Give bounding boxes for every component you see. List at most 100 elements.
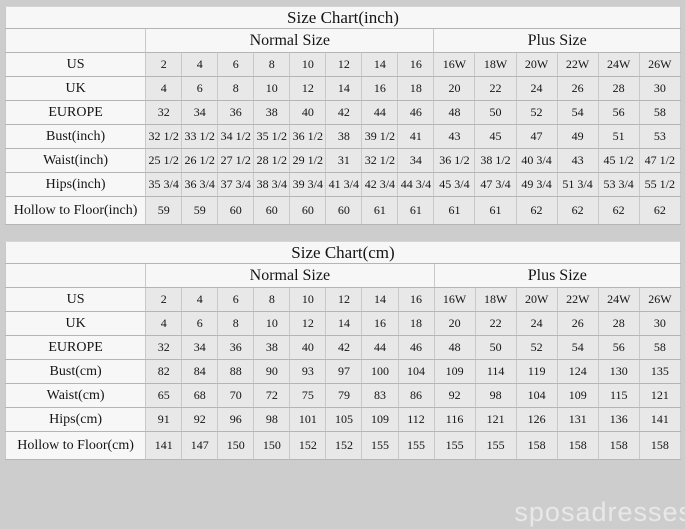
size-value-cell: 34 bbox=[181, 335, 219, 360]
size-value-cell: 116 bbox=[433, 407, 476, 432]
size-value-cell: 42 bbox=[325, 335, 363, 360]
size-value-cell: 56 bbox=[597, 100, 640, 125]
size-value-cell: 18 bbox=[397, 76, 435, 101]
size-value-cell: 44 bbox=[361, 100, 399, 125]
size-value-cell: 61 bbox=[433, 196, 476, 225]
size-row: Hollow to Floor(cm) 141 147 150 150 152 152 155… bbox=[4, 431, 682, 460]
row-label: UK bbox=[4, 76, 147, 101]
size-value-cell: 105 bbox=[325, 407, 363, 432]
size-row: EUROPE 32 34 36 38 40 42 44 46 48 50 52 54 56 58 bbox=[4, 335, 682, 360]
row-label: Hollow to Floor(cm) bbox=[4, 431, 147, 460]
size-value-cell: 8 bbox=[217, 76, 255, 101]
size-value-cell: 16W bbox=[433, 287, 476, 312]
size-value-cell: 36 bbox=[217, 335, 255, 360]
size-value-cell: 158 bbox=[597, 431, 640, 460]
size-value-cell: 152 bbox=[325, 431, 363, 460]
size-value-cell: 20 bbox=[433, 76, 476, 101]
size-value-cell: 131 bbox=[556, 407, 599, 432]
size-value-cell: 34 1/2 bbox=[217, 124, 255, 149]
size-value-cell: 35 1/2 bbox=[253, 124, 291, 149]
table-title-row: Size Chart(inch) bbox=[5, 6, 681, 29]
size-value-cell: 36 1/2 bbox=[289, 124, 327, 149]
size-value-cell: 38 bbox=[253, 335, 291, 360]
size-value-cell: 29 1/2 bbox=[289, 148, 327, 173]
row-label: EUROPE bbox=[4, 100, 147, 125]
size-value-cell: 88 bbox=[217, 359, 255, 384]
size-value-cell: 20W bbox=[515, 52, 558, 77]
size-value-cell: 10 bbox=[289, 52, 327, 77]
size-row: Bust(cm) 82 84 88 90 93 97 100 104 109 114 119 124 13… bbox=[4, 359, 682, 384]
size-value-cell: 38 bbox=[325, 124, 363, 149]
size-row: Hips(inch) 35 3/4 36 3/4 37 3/4 38 3/4 39 3/4… bbox=[4, 172, 682, 197]
size-value-cell: 14 bbox=[361, 287, 399, 312]
size-value-cell: 6 bbox=[181, 311, 219, 336]
size-value-cell: 98 bbox=[474, 383, 517, 408]
row-label: Bust(cm) bbox=[4, 359, 147, 384]
size-value-cell: 100 bbox=[361, 359, 399, 384]
row-label: Hips(inch) bbox=[4, 172, 147, 197]
size-value-cell: 46 bbox=[397, 100, 435, 125]
size-value-cell: 18W bbox=[474, 287, 517, 312]
size-value-cell: 115 bbox=[597, 383, 640, 408]
size-value-cell: 2 bbox=[145, 52, 183, 77]
size-value-cell: 37 3/4 bbox=[217, 172, 255, 197]
size-value-cell: 51 3/4 bbox=[556, 172, 599, 197]
size-value-cell: 62 bbox=[597, 196, 640, 225]
size-chart-cm-block: Size Chart(cm) Normal Size Plus Size US 2… bbox=[4, 241, 682, 460]
size-value-cell: 16 bbox=[397, 287, 435, 312]
size-value-cell: 16 bbox=[361, 311, 399, 336]
size-value-cell: 18 bbox=[397, 311, 435, 336]
row-label: EUROPE bbox=[4, 335, 147, 360]
row-label: Bust(inch) bbox=[4, 124, 147, 149]
size-value-cell: 28 1/2 bbox=[253, 148, 291, 173]
size-value-cell: 33 1/2 bbox=[181, 124, 219, 149]
size-value-cell: 79 bbox=[325, 383, 363, 408]
size-value-cell: 97 bbox=[325, 359, 363, 384]
size-value-cell: 45 1/2 bbox=[597, 148, 640, 173]
size-value-cell: 90 bbox=[253, 359, 291, 384]
size-value-cell: 52 bbox=[515, 335, 558, 360]
size-value-cell: 38 1/2 bbox=[474, 148, 517, 173]
size-value-cell: 20 bbox=[433, 311, 476, 336]
normal-size-header: Normal Size bbox=[145, 28, 435, 53]
size-value-cell: 109 bbox=[433, 359, 476, 384]
size-value-cell: 6 bbox=[217, 52, 255, 77]
size-value-cell: 135 bbox=[638, 359, 682, 384]
size-value-cell: 24 bbox=[515, 76, 558, 101]
size-value-cell: 141 bbox=[145, 431, 183, 460]
size-value-cell: 18W bbox=[474, 52, 517, 77]
size-value-cell: 36 bbox=[217, 100, 255, 125]
size-value-cell: 86 bbox=[397, 383, 435, 408]
table-title-inch: Size Chart(inch) bbox=[5, 6, 681, 29]
size-value-cell: 47 3/4 bbox=[474, 172, 517, 197]
size-value-cell: 96 bbox=[217, 407, 255, 432]
size-value-cell: 32 1/2 bbox=[145, 124, 183, 149]
size-value-cell: 25 1/2 bbox=[145, 148, 183, 173]
size-table-cm-body: US 2 4 6 8 10 12 14 16 16W 18W 20W 22W 24W 26W UK 4 6 8 10 1… bbox=[4, 287, 682, 460]
size-value-cell: 72 bbox=[253, 383, 291, 408]
size-value-cell: 43 bbox=[433, 124, 476, 149]
size-value-cell: 28 bbox=[597, 76, 640, 101]
size-value-cell: 124 bbox=[556, 359, 599, 384]
size-value-cell: 2 bbox=[145, 287, 183, 312]
size-value-cell: 16W bbox=[433, 52, 476, 77]
size-value-cell: 10 bbox=[289, 287, 327, 312]
size-value-cell: 150 bbox=[217, 431, 255, 460]
size-row: Hips(cm) 91 92 96 98 101 105 109 112 116 121 126 131… bbox=[4, 407, 682, 432]
normal-size-header: Normal Size bbox=[145, 263, 435, 288]
size-value-cell: 121 bbox=[474, 407, 517, 432]
size-value-cell: 32 bbox=[145, 335, 183, 360]
size-value-cell: 62 bbox=[638, 196, 682, 225]
size-value-cell: 60 bbox=[253, 196, 291, 225]
size-value-cell: 130 bbox=[597, 359, 640, 384]
size-value-cell: 45 bbox=[474, 124, 517, 149]
size-value-cell: 4 bbox=[145, 311, 183, 336]
size-value-cell: 8 bbox=[253, 52, 291, 77]
size-value-cell: 109 bbox=[556, 383, 599, 408]
size-value-cell: 40 bbox=[289, 335, 327, 360]
size-value-cell: 44 3/4 bbox=[397, 172, 435, 197]
size-value-cell: 54 bbox=[556, 100, 599, 125]
size-value-cell: 48 bbox=[433, 335, 476, 360]
size-value-cell: 104 bbox=[515, 383, 558, 408]
